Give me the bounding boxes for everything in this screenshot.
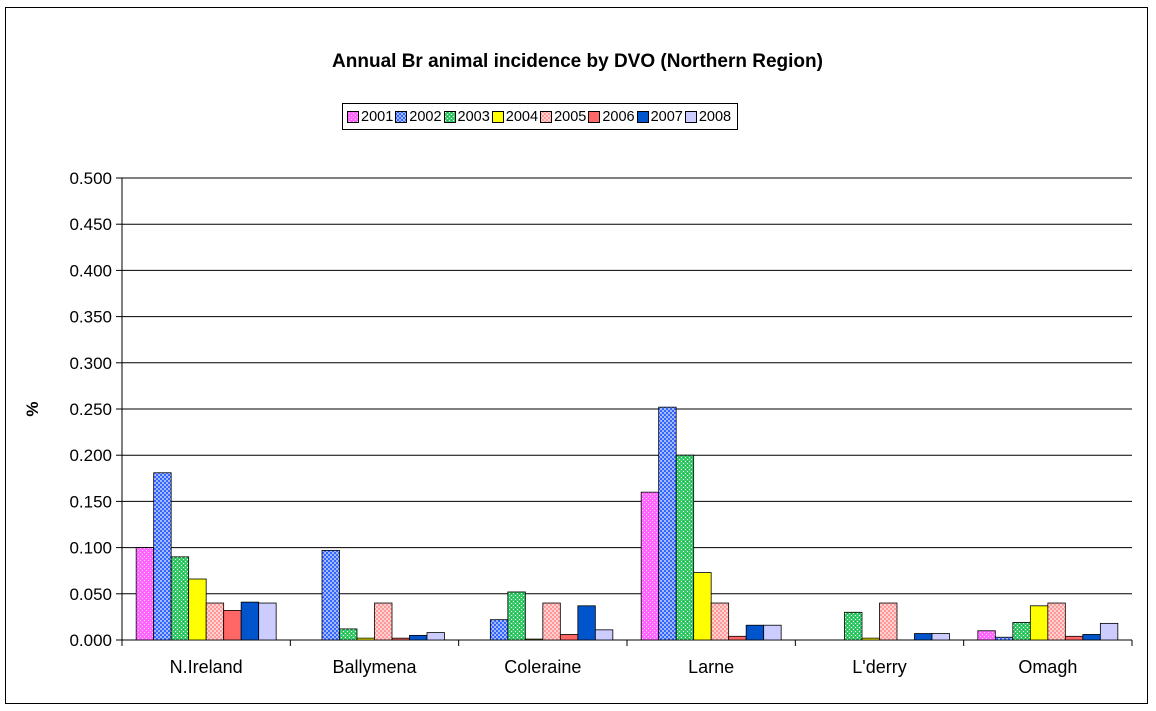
- bar-2005: [542, 602, 561, 641]
- legend-item: 2007: [636, 108, 683, 125]
- bar-2007: [914, 633, 933, 641]
- bar-2002: [153, 472, 172, 641]
- bar-2002: [658, 406, 677, 641]
- bar-2007: [1082, 634, 1101, 641]
- y-tick-label: 0.500: [69, 169, 112, 188]
- legend-label: 2008: [698, 108, 732, 125]
- bar-2007: [745, 624, 765, 641]
- bar-2005: [879, 602, 898, 641]
- bar-2001: [640, 491, 660, 641]
- legend-item: 2005: [540, 109, 586, 125]
- y-tick-label: 0.000: [69, 631, 112, 650]
- bar-2006: [1064, 635, 1084, 641]
- legend-swatch: [491, 110, 504, 123]
- bar-2003: [170, 556, 190, 641]
- bar-2001: [977, 630, 996, 641]
- bar-2002: [321, 549, 340, 641]
- legend-item: 2002: [395, 108, 442, 125]
- bar-2004: [861, 637, 880, 641]
- bar-2008: [258, 602, 277, 641]
- bar-2008: [931, 633, 950, 641]
- bar-2007: [409, 634, 428, 641]
- legend-item: 2003: [443, 108, 490, 125]
- y-tick-label: 0.300: [69, 354, 112, 373]
- bar-2008: [426, 632, 445, 641]
- legend-item: 2006: [588, 108, 635, 125]
- legend-item: 2001: [347, 109, 393, 125]
- legend-swatch: [395, 110, 408, 123]
- bar-2006: [391, 637, 410, 641]
- x-tick-label: Larne: [688, 657, 734, 677]
- legend-swatch: [347, 110, 359, 123]
- legend-swatch: [540, 110, 553, 123]
- x-tick-label: Coleraine: [504, 657, 581, 677]
- bar-2005: [710, 602, 730, 641]
- bar-2004: [1029, 605, 1049, 641]
- legend-label: 2002: [409, 108, 442, 125]
- bar-2008: [763, 624, 782, 641]
- y-axis-label: %: [23, 401, 42, 416]
- legend-label: 2005: [554, 108, 587, 125]
- bar-2003: [507, 591, 526, 641]
- bar-2002: [489, 619, 509, 641]
- bar-2003: [339, 628, 358, 641]
- y-tick-label: 0.350: [69, 308, 112, 327]
- legend-label: 2004: [505, 108, 539, 125]
- bar-2003: [675, 454, 695, 641]
- bar-2005: [374, 602, 393, 641]
- bar-2004: [356, 637, 375, 641]
- legend-swatch: [684, 110, 697, 123]
- bar-2004: [188, 578, 207, 641]
- legend-item: 2008: [684, 108, 732, 125]
- bar-2006: [559, 634, 579, 641]
- y-tick-label: 0.250: [69, 400, 112, 419]
- bar-2004: [524, 638, 544, 641]
- legend-item: 2004: [491, 108, 539, 125]
- y-tick-label: 0.400: [69, 261, 112, 280]
- bar-2005: [205, 602, 225, 641]
- bar-2003: [844, 611, 863, 641]
- y-tick-label: 0.050: [69, 585, 112, 604]
- bar-2008: [594, 629, 614, 641]
- legend-label: 2001: [361, 108, 394, 125]
- legend-swatch: [588, 110, 601, 123]
- y-tick-label: 0.100: [69, 539, 112, 558]
- legend-label: 2006: [602, 108, 635, 125]
- bar-2006: [728, 635, 747, 641]
- bar-2003: [1012, 622, 1031, 641]
- chart-title: Annual Br animal incidence by DVO (North…: [332, 51, 823, 72]
- x-tick-label: Ballymena: [332, 657, 417, 677]
- bar-2007: [577, 605, 596, 641]
- bar-2005: [1047, 602, 1066, 641]
- x-tick-label: N.Ireland: [170, 657, 243, 677]
- legend-label: 2007: [650, 108, 683, 125]
- legend-label: 2003: [457, 108, 490, 125]
- x-tick-label: L'derry: [852, 657, 906, 677]
- legend: 2001 2002 2003 2004 2005 2006 2007 2008: [342, 103, 739, 130]
- bar-2007: [240, 601, 260, 641]
- legend-swatch: [443, 110, 456, 123]
- bar-2006: [223, 610, 242, 641]
- bar-2008: [1099, 622, 1119, 641]
- bar-2002: [994, 636, 1014, 641]
- y-tick-label: 0.200: [69, 446, 112, 465]
- y-tick-label: 0.450: [69, 215, 112, 234]
- x-tick-label: Omagh: [1018, 657, 1077, 677]
- legend-swatch: [636, 110, 649, 123]
- bar-2001: [135, 547, 155, 641]
- bar-2004: [693, 572, 712, 641]
- y-tick-label: 0.150: [69, 492, 112, 511]
